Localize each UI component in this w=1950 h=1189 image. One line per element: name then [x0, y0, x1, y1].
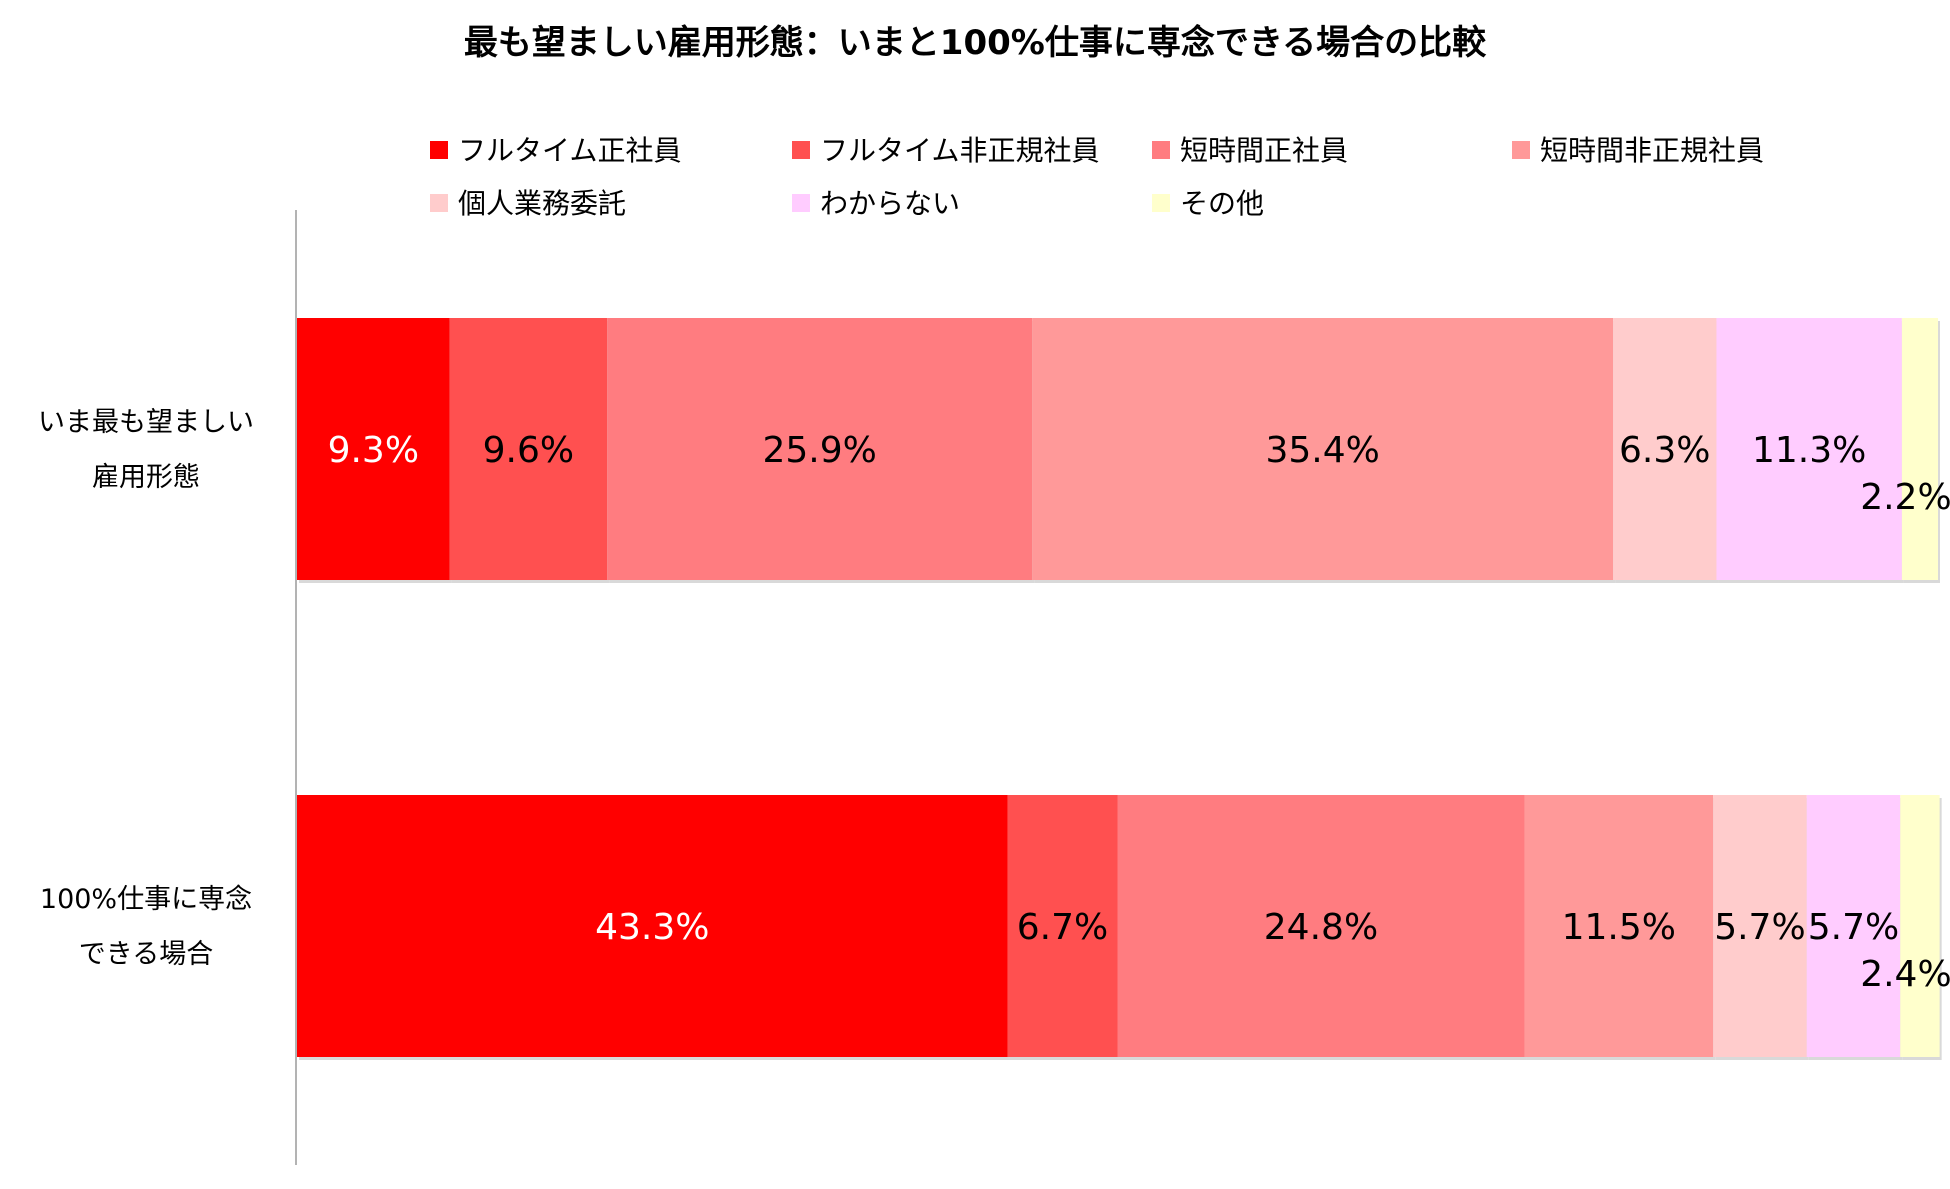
chart-title: 最も望ましい雇用形態：いまと100%仕事に専念できる場合の比較 [464, 23, 1487, 63]
bar-segment [1806, 795, 1901, 1057]
category-label: 100%仕事に専念 [40, 884, 252, 915]
bars [297, 318, 1942, 1060]
legend-label: わからない [820, 187, 960, 220]
legend-swatch [792, 194, 810, 212]
bar-segment [1900, 795, 1940, 1057]
data-label: 43.3% [595, 907, 709, 948]
data-label: 11.5% [1562, 907, 1676, 948]
data-label: 25.9% [762, 430, 876, 471]
legend-swatch [1152, 194, 1170, 212]
legend-swatch [1152, 141, 1170, 159]
legend-label: その他 [1180, 187, 1264, 220]
category-label: いま最も望ましい [38, 407, 254, 438]
bar-segment [1117, 795, 1525, 1057]
category-label: 雇用形態 [92, 462, 200, 493]
bar-segment [1901, 318, 1938, 580]
bar-segment [1007, 795, 1118, 1057]
bar-segment [1524, 795, 1714, 1057]
legend-label: 短時間非正規社員 [1540, 134, 1764, 167]
bar-segment [297, 318, 450, 580]
data-label: 2.2% [1860, 477, 1950, 518]
legend-swatch [792, 141, 810, 159]
category-label: できる場合 [79, 939, 213, 970]
data-label: 5.7% [1714, 907, 1805, 948]
data-label: 9.3% [328, 430, 419, 471]
data-label: 9.6% [483, 430, 574, 471]
value-labels: 9.3% 9.6% 25.9% 35.4% 6.3% 11.3% 2.2% 43.3% 6.7%… [328, 430, 1950, 995]
legend-label: 個人業務委託 [458, 187, 626, 220]
legend-label: フルタイム正社員 [458, 134, 681, 167]
data-label: 24.8% [1264, 907, 1378, 948]
data-label: 11.3% [1752, 430, 1866, 471]
legend-swatch [1512, 141, 1530, 159]
legend-swatch [430, 141, 448, 159]
data-label: 6.3% [1619, 430, 1710, 471]
legend-label: フルタイム非正規社員 [820, 134, 1099, 167]
bar-segment [449, 318, 608, 580]
data-label: 2.4% [1860, 954, 1950, 995]
data-label: 5.7% [1808, 907, 1899, 948]
bar-segment [297, 795, 1008, 1057]
bar-segment [1713, 795, 1807, 1057]
bar-segment [1716, 318, 1902, 580]
data-label: 35.4% [1265, 430, 1379, 471]
bar-segment [607, 318, 1033, 580]
legend-swatch [430, 194, 448, 212]
legend-label: 短時間正社員 [1180, 134, 1348, 167]
bar-segment [1032, 318, 1614, 580]
data-label: 6.7% [1017, 907, 1108, 948]
bar-segment [1613, 318, 1717, 580]
